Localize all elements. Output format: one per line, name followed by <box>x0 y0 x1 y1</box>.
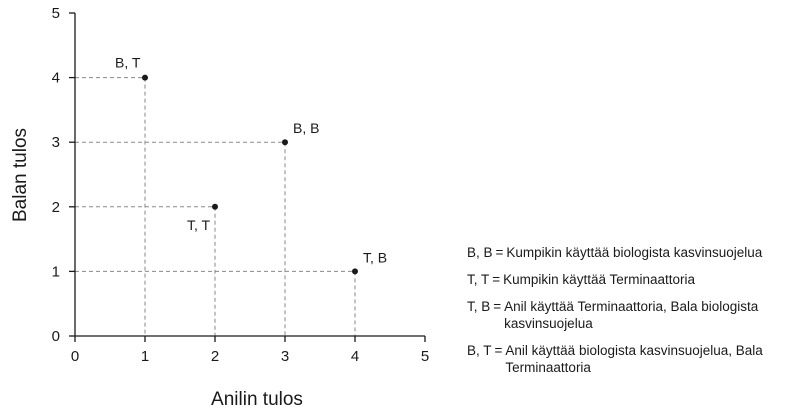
x-tick-label: 4 <box>351 348 359 365</box>
legend-equals: = <box>494 343 503 358</box>
point-label: T, T <box>187 217 211 233</box>
y-tick-label: 2 <box>52 199 60 216</box>
legend-text: Kumpikin käyttää Terminaattoria <box>503 272 695 287</box>
legend-entry: B, B = Kumpikin käyttää biologista kasvins… <box>467 244 810 261</box>
data-point <box>352 268 358 275</box>
y-tick-label: 5 <box>52 5 60 22</box>
data-point <box>282 139 288 146</box>
legend-text: Anil käyttää Terminaattoria, Bala biolog… <box>504 299 759 331</box>
axes <box>74 13 425 337</box>
y-tick-label: 4 <box>52 70 60 87</box>
legend-key: B, B <box>467 245 493 260</box>
point-label: B, T <box>115 55 141 71</box>
legend-text: Anil käyttää biologista kasvinsuojelua, … <box>505 343 763 375</box>
legend: B, B = Kumpikin käyttää biologista kasvins… <box>467 244 810 386</box>
legend-text: Kumpikin käyttää biologista kasvinsuojel… <box>506 245 763 260</box>
data-point <box>142 74 148 81</box>
data-point <box>212 203 218 210</box>
x-tick-label: 0 <box>71 348 79 365</box>
y-axis-title: Balan tulos <box>10 128 31 222</box>
legend-equals: = <box>492 272 501 287</box>
point-label: B, B <box>293 120 319 136</box>
x-tick-label: 2 <box>211 348 219 365</box>
legend-key: B, T <box>467 343 492 358</box>
legend-entry: B, T = Anil käyttää biologista kasvinsuoje… <box>467 342 810 376</box>
ticks: 0 1 2 3 4 5 0 1 2 3 4 5 <box>52 5 430 365</box>
legend-equals: = <box>495 245 504 260</box>
x-tick-label: 1 <box>141 348 149 365</box>
y-tick-label: 0 <box>52 328 60 345</box>
guide-lines <box>75 77 356 336</box>
y-tick-label: 1 <box>52 263 60 280</box>
legend-equals: = <box>493 299 502 314</box>
legend-entry: T, T = Kumpikin käyttää Terminaattoria <box>467 271 810 288</box>
x-tick-label: 5 <box>421 348 429 365</box>
x-axis-title: Anilin tulos <box>211 389 303 410</box>
legend-key: T, T <box>467 272 490 287</box>
point-label: T, B <box>363 249 387 265</box>
legend-key: T, B <box>467 299 491 314</box>
data-points: B, T B, B T, T T, B <box>115 55 387 275</box>
legend-entry: T, B = Anil käyttää Terminaattoria, Bala b… <box>467 298 810 332</box>
x-tick-label: 3 <box>281 348 289 365</box>
y-tick-label: 3 <box>52 134 60 151</box>
